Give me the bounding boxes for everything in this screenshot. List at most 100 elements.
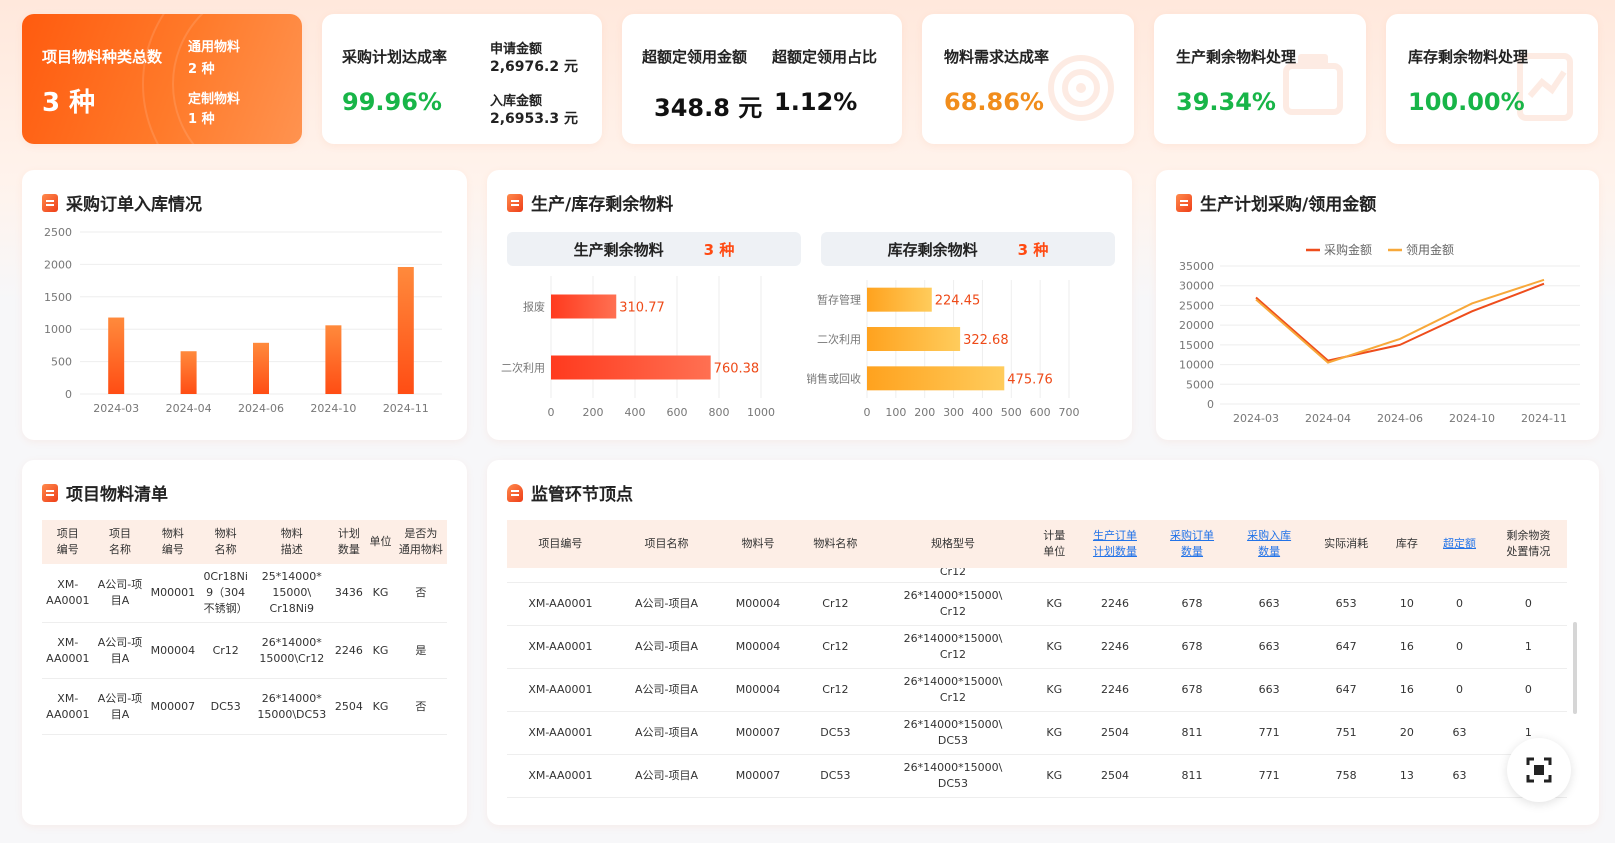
column-header[interactable]: 生产订单 计划数量 (1076, 520, 1154, 568)
y-tick-label: 30000 (1179, 280, 1214, 293)
x-tick-label: 2024-11 (383, 402, 429, 415)
column-header[interactable]: 超定额 (1429, 520, 1490, 568)
table-cell: M00001 (146, 564, 200, 623)
monitor-table-viewport[interactable]: 项目编号 项目名称 物料号 物料名称 规格型号 计量 单位 生产订单 计划数量 采购订单 数量 采购入… (507, 520, 1567, 810)
table-cell: M00007 (719, 754, 797, 798)
column-header: 物料名称 (199, 520, 253, 564)
x-tick-label: 800 (709, 406, 730, 419)
kpi-label: 采购计划达成率 (342, 48, 448, 66)
table-scrollbar[interactable] (1573, 622, 1577, 714)
table-cell: Cr12 (199, 622, 253, 679)
column-header: 项目名称 (613, 520, 720, 568)
table-cell: 0 (1489, 582, 1567, 626)
y-tick-label: 10000 (1179, 359, 1214, 372)
prod-surplus-header: 生产剩余物料 3 种 (507, 232, 801, 266)
table-cell: 2504 (331, 678, 367, 735)
table-cell: 63 (1429, 754, 1490, 798)
kpi-total-types-card: 项目物料种类总数 3 种 通用物料 2 种 定制物料 1 种 (22, 14, 302, 144)
table-cell: A公司-项目A (93, 622, 147, 679)
over-amount-label: 超额定领用金额 (642, 48, 748, 66)
table-cell: A公司-项目A (613, 754, 720, 798)
table-cell: DC53 (796, 711, 874, 755)
data-label: 760.38 (714, 362, 760, 377)
panel-title-text: 生产/库存剩余物料 (531, 195, 674, 215)
table-cell: 678 (1153, 668, 1231, 712)
general-value: 2 种 (188, 62, 215, 77)
apply-amount-value: 2,6976.2 元 (490, 59, 578, 75)
table-cell: KG (1032, 625, 1077, 669)
legend-label: 领用金额 (1406, 242, 1454, 257)
table-cell: 771 (1230, 711, 1308, 755)
table-cell: 26*14000*15000\DC53 (252, 678, 332, 735)
x-tick-label: 2024-03 (1233, 412, 1279, 425)
table-cell: 663 (1230, 668, 1308, 712)
table-cell: 771 (1230, 754, 1308, 798)
orders-bar-chart: 0 500 1000 1500 2000 2500 2024-03 2024-04 2024-0… (44, 226, 442, 415)
table-cell: Cr12 (796, 582, 874, 626)
kpi-value: 3 种 (42, 88, 96, 118)
table-cell: KG (366, 564, 395, 623)
prod-surplus-chart: 0 200 400 600 800 1000 报废 310.77 二次利用 760.38 (501, 276, 775, 419)
x-tick-label: 200 (914, 406, 935, 419)
fullscreen-button[interactable] (1507, 738, 1571, 802)
bar (180, 351, 197, 394)
x-tick-label: 2024-06 (1377, 412, 1423, 425)
material-list-table: 项目 编号 项目 名称 物料 编号 物料 名称 物料 描述 计划 数量 单位 是否为 通用物料 XM- AA0… (42, 520, 447, 735)
table-cell: 26*14000*15000\Cr12 (252, 622, 332, 679)
x-tick-label: 400 (625, 406, 646, 419)
x-tick-label: 2024-10 (310, 402, 356, 415)
table-cell: M00004 (146, 622, 200, 679)
table-cell: XM-AA0001 (507, 582, 614, 626)
x-tick-label: 2024-04 (166, 402, 212, 415)
panel-title-text: 生产计划采购/领用金额 (1200, 195, 1377, 215)
data-label: 310.77 (619, 301, 665, 316)
y-category-label: 销售或回收 (807, 371, 861, 385)
table-cell: DC53 (796, 754, 874, 798)
panel-title: 采购订单入库情况 (42, 190, 202, 215)
table-cell: DC53 (199, 678, 253, 735)
monitor-panel: 监管环节顶点 项目编号 项目名称 物料号 物料名称 规格型号 计量 单位 生产订单 计划数量 采购… (487, 460, 1599, 825)
column-header[interactable]: 采购入库 数量 (1230, 520, 1308, 568)
table-cell: A公司-项目A (613, 668, 720, 712)
table-cell: XM-AA0001 (42, 678, 94, 735)
table-cell: 647 (1307, 625, 1385, 669)
panel-title-text: 采购订单入库情况 (66, 195, 202, 215)
kpi-prod-surplus-card: 生产剩余物料处理 39.34% (1154, 14, 1366, 144)
table-cell (796, 568, 874, 583)
data-label: 322.68 (963, 333, 1009, 348)
table-cell: A公司-项目A (613, 711, 720, 755)
table-cell: A公司-项目A (93, 564, 147, 623)
bar (867, 287, 932, 312)
prod-surplus-label: 生产剩余物料 (573, 240, 664, 259)
inv-surplus-label: 库存剩余物料 (887, 240, 978, 259)
x-tick-label: 1000 (747, 406, 775, 419)
inv-surplus-count: 3 种 (1017, 240, 1049, 259)
bar (551, 355, 711, 380)
table-cell: M00004 (719, 668, 797, 712)
column-header[interactable]: 采购订单 数量 (1153, 520, 1231, 568)
kpi-value: 39.34% (1176, 88, 1276, 116)
table-row[interactable]: XM- AA0001 A公司-项 目A M00001 0Cr18Ni 9（304 不锈钢） 25… (42, 564, 447, 623)
kpi-demand-rate-card: 物料需求达成率 68.86% (922, 14, 1134, 144)
table-cell (1230, 568, 1308, 583)
list-icon (1176, 193, 1192, 212)
table-cell: 20 (1384, 711, 1430, 755)
table-cell: KG (1032, 582, 1077, 626)
table-row-partial[interactable]: Cr12 (507, 568, 1567, 583)
kpi-label: 项目物料种类总数 (42, 48, 163, 66)
kpi-inv-surplus-card: 库存剩余物料处理 100.00% (1386, 14, 1598, 144)
stock-amount-label: 入库金额 (490, 94, 543, 109)
inv-surplus-chart: 0 100 200 300 400 500 600 700 暂存管理 224.45 二次利用 322.… (807, 280, 1080, 419)
general-label: 通用物料 (188, 40, 241, 55)
table-cell: KG (366, 678, 395, 735)
column-header: 规格型号 (873, 520, 1033, 568)
table-cell (1032, 568, 1077, 583)
clipboard-icon (1517, 53, 1573, 121)
